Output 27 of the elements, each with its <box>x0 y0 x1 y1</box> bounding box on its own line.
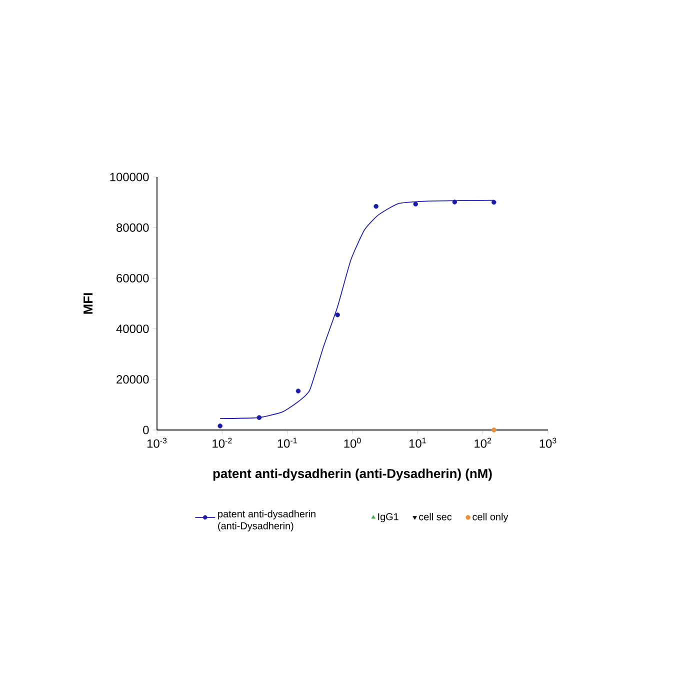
y-tick-label: 60000 <box>116 274 149 282</box>
x-tick-label: 10$^{1}$ <box>409 438 426 448</box>
x-tick-label: 10$^{3}$ <box>540 438 556 448</box>
point <box>452 200 458 204</box>
x-tick-label: 10$^{0}$ <box>344 438 361 448</box>
x-tick-label: 10$^{2}$ <box>474 438 492 448</box>
y-axis-title: MFI <box>84 293 92 314</box>
y-tick-label: 40000 <box>116 324 149 334</box>
point <box>492 200 496 205</box>
point <box>335 312 340 318</box>
y-tick-label: 100000 <box>110 172 149 182</box>
x-tick-label: 10$^{-2}$ <box>212 438 232 448</box>
x-tick-label: 10$^{-3}$ <box>147 438 167 448</box>
point <box>374 204 378 209</box>
x-axis-title: patent anti-dysadherin (anti-Dysadherin) (nM) <box>213 468 492 481</box>
legend-label: cell sec <box>419 513 452 520</box>
point <box>256 415 262 420</box>
x-tick-label: 10$^{-1}$ <box>278 438 297 448</box>
legend-label: cell only <box>472 513 508 522</box>
point <box>296 388 301 394</box>
point <box>413 202 418 206</box>
y-tick-label: 20000 <box>116 375 149 384</box>
legend-label: patent anti-dysadherin (anti-Dysadherin) <box>218 510 316 532</box>
legend-label: IgG1 <box>378 513 398 522</box>
y-tick-label: 0 <box>143 426 149 434</box>
point <box>218 424 222 428</box>
y-tick-label: 80000 <box>116 223 149 232</box>
